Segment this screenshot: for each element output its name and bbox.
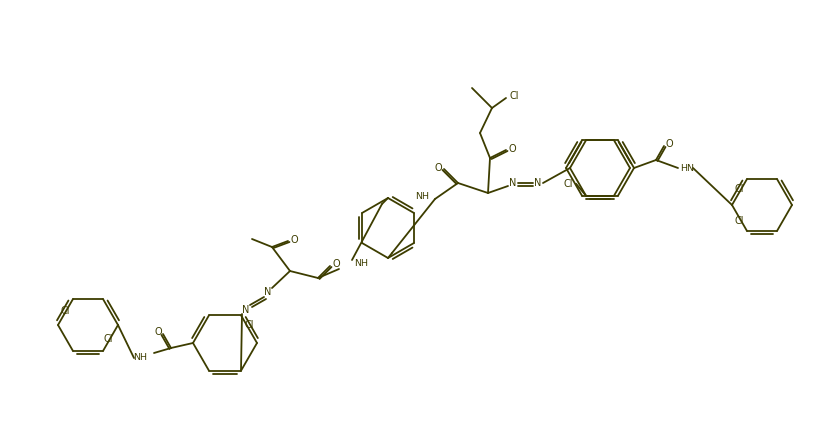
Text: N: N [242,305,249,315]
Text: NH: NH [133,354,147,362]
Text: NH: NH [354,259,368,269]
Text: Cl: Cl [508,91,518,101]
Text: NH: NH [415,191,429,201]
Text: Cl: Cl [244,320,253,330]
Text: N: N [264,287,272,297]
Text: Cl: Cl [563,179,572,189]
Text: O: O [665,139,672,149]
Text: O: O [434,163,441,173]
Text: O: O [154,327,161,337]
Text: Cl: Cl [733,184,743,194]
Text: Cl: Cl [60,306,69,316]
Text: Cl: Cl [103,334,113,344]
Text: O: O [332,259,339,269]
Text: Cl: Cl [733,216,743,226]
Text: N: N [533,178,541,188]
Text: O: O [507,144,515,154]
Text: N: N [508,178,516,188]
Text: HN: HN [679,164,693,173]
Text: O: O [290,235,298,245]
